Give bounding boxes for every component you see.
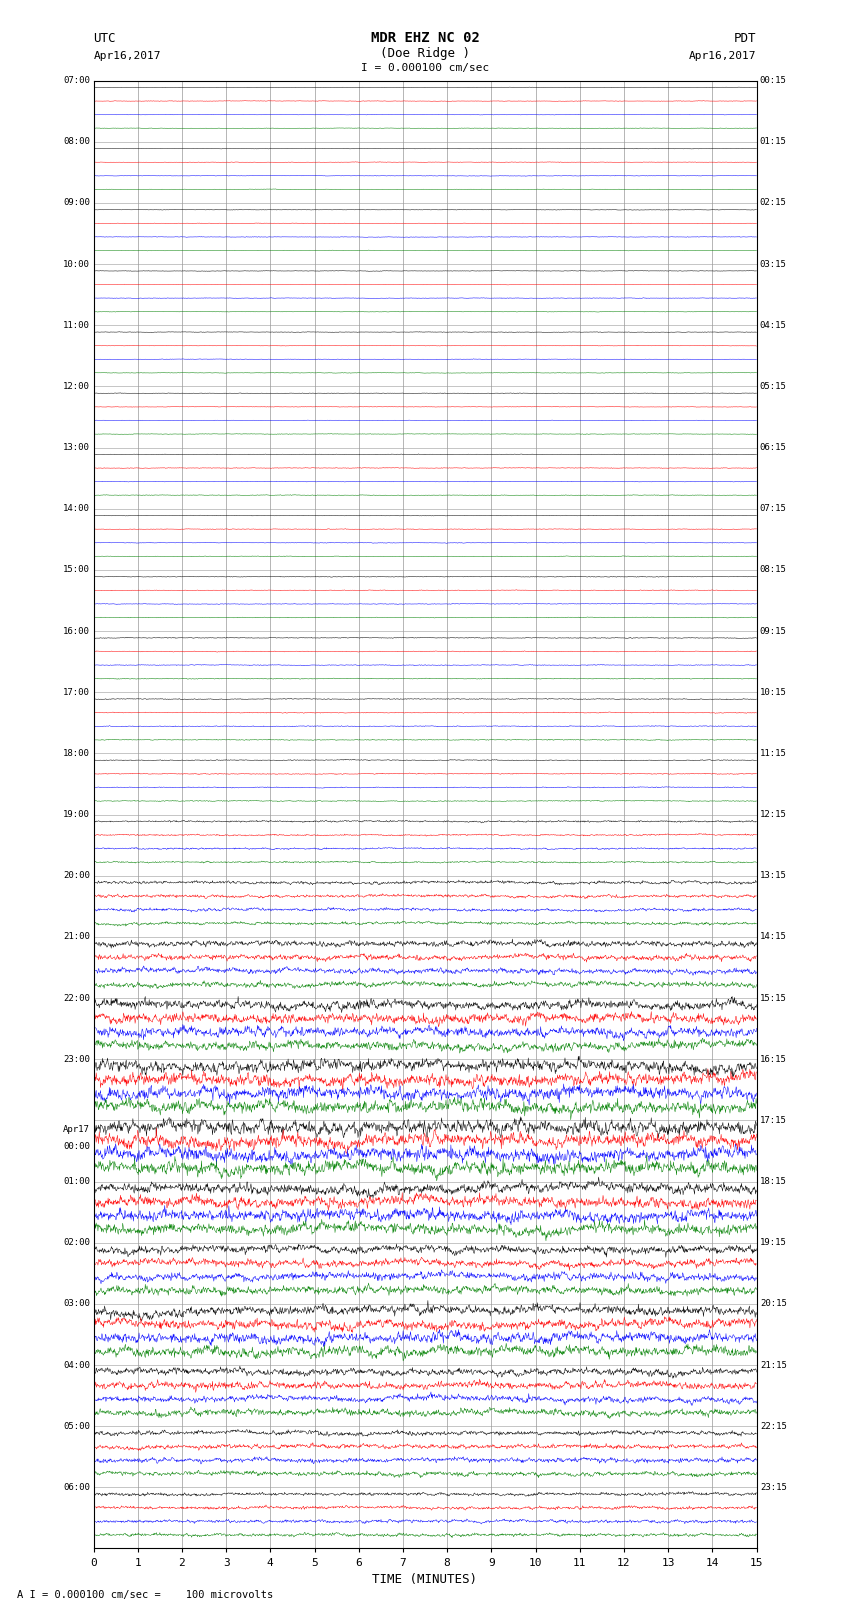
Text: 19:00: 19:00 (63, 810, 90, 819)
Text: 01:00: 01:00 (63, 1177, 90, 1186)
Text: 14:00: 14:00 (63, 505, 90, 513)
Text: 13:00: 13:00 (63, 444, 90, 452)
Text: I = 0.000100 cm/sec: I = 0.000100 cm/sec (361, 63, 489, 73)
Text: 07:00: 07:00 (63, 76, 90, 85)
Text: 05:00: 05:00 (63, 1421, 90, 1431)
Text: 15:00: 15:00 (63, 566, 90, 574)
Text: 10:00: 10:00 (63, 260, 90, 269)
Text: 12:15: 12:15 (760, 810, 787, 819)
Text: Apr16,2017: Apr16,2017 (94, 52, 161, 61)
Text: 08:00: 08:00 (63, 137, 90, 147)
X-axis label: TIME (MINUTES): TIME (MINUTES) (372, 1573, 478, 1586)
Text: A I = 0.000100 cm/sec =    100 microvolts: A I = 0.000100 cm/sec = 100 microvolts (17, 1590, 273, 1600)
Text: Apr17: Apr17 (63, 1124, 90, 1134)
Text: 23:00: 23:00 (63, 1055, 90, 1063)
Text: 13:15: 13:15 (760, 871, 787, 881)
Text: 18:15: 18:15 (760, 1177, 787, 1186)
Text: 14:15: 14:15 (760, 932, 787, 942)
Text: 09:00: 09:00 (63, 198, 90, 208)
Text: 06:15: 06:15 (760, 444, 787, 452)
Text: 20:15: 20:15 (760, 1300, 787, 1308)
Text: UTC: UTC (94, 32, 116, 45)
Text: 03:15: 03:15 (760, 260, 787, 269)
Text: 19:15: 19:15 (760, 1239, 787, 1247)
Text: 02:00: 02:00 (63, 1239, 90, 1247)
Text: (Doe Ridge ): (Doe Ridge ) (380, 47, 470, 60)
Text: 22:00: 22:00 (63, 994, 90, 1003)
Text: 16:00: 16:00 (63, 626, 90, 636)
Text: 23:15: 23:15 (760, 1482, 787, 1492)
Text: 20:00: 20:00 (63, 871, 90, 881)
Text: 06:00: 06:00 (63, 1482, 90, 1492)
Text: 04:15: 04:15 (760, 321, 787, 329)
Text: 08:15: 08:15 (760, 566, 787, 574)
Text: 04:00: 04:00 (63, 1360, 90, 1369)
Text: Apr16,2017: Apr16,2017 (689, 52, 756, 61)
Text: 16:15: 16:15 (760, 1055, 787, 1063)
Text: 10:15: 10:15 (760, 687, 787, 697)
Text: 22:15: 22:15 (760, 1421, 787, 1431)
Text: 00:15: 00:15 (760, 76, 787, 85)
Text: 11:15: 11:15 (760, 748, 787, 758)
Text: 02:15: 02:15 (760, 198, 787, 208)
Text: 03:00: 03:00 (63, 1300, 90, 1308)
Text: 12:00: 12:00 (63, 382, 90, 390)
Text: 07:15: 07:15 (760, 505, 787, 513)
Text: 21:15: 21:15 (760, 1360, 787, 1369)
Text: 17:00: 17:00 (63, 687, 90, 697)
Text: 15:15: 15:15 (760, 994, 787, 1003)
Text: 18:00: 18:00 (63, 748, 90, 758)
Text: 05:15: 05:15 (760, 382, 787, 390)
Text: MDR EHZ NC 02: MDR EHZ NC 02 (371, 31, 479, 45)
Text: 21:00: 21:00 (63, 932, 90, 942)
Text: 17:15: 17:15 (760, 1116, 787, 1124)
Text: 11:00: 11:00 (63, 321, 90, 329)
Text: 01:15: 01:15 (760, 137, 787, 147)
Text: 00:00: 00:00 (63, 1142, 90, 1152)
Text: 09:15: 09:15 (760, 626, 787, 636)
Text: PDT: PDT (734, 32, 756, 45)
